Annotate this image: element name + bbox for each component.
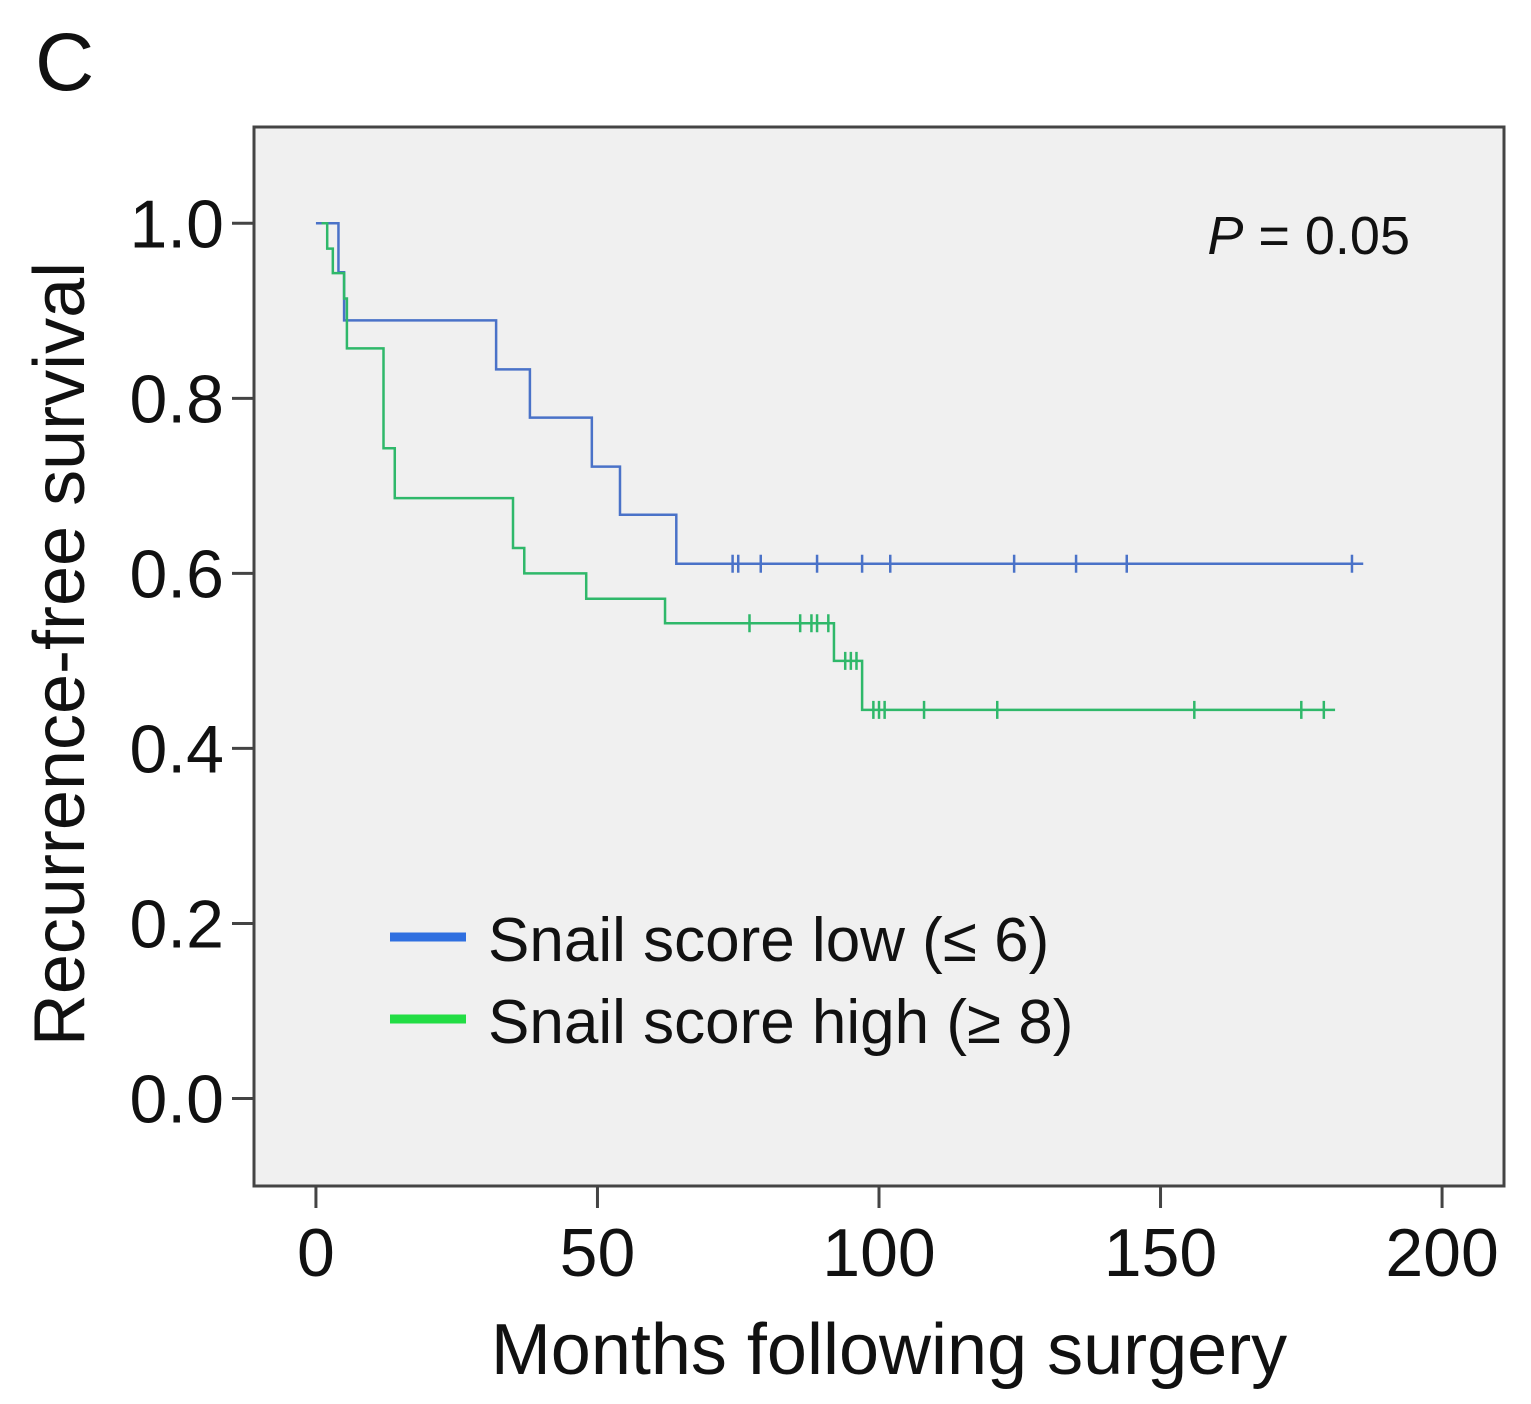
y-tick-label: 0.0 bbox=[129, 1061, 224, 1137]
x-tick-label: 50 bbox=[560, 1215, 636, 1291]
y-tick-label: 1.0 bbox=[129, 186, 224, 262]
series-layer bbox=[315, 222, 1364, 719]
legend-label: Snail score high (≥ 8) bbox=[488, 988, 1073, 1057]
y-tick-label: 0.2 bbox=[129, 886, 224, 962]
p-value-symbol: P bbox=[1207, 206, 1243, 266]
panel-label: C bbox=[35, 17, 94, 108]
x-axis: 0 50 100 150 200 bbox=[297, 1186, 1499, 1291]
y-axis-label: Recurrence-free survival bbox=[20, 262, 100, 1046]
y-tick-label: 0.6 bbox=[129, 536, 224, 612]
p-value-annotation: P = 0.05 bbox=[1207, 206, 1410, 266]
plot-background bbox=[252, 125, 1506, 1188]
survival-curve bbox=[321, 222, 1336, 712]
x-tick-label: 200 bbox=[1385, 1215, 1498, 1291]
legend-label: Snail score low (≤ 6) bbox=[488, 906, 1049, 975]
x-tick-label: 100 bbox=[822, 1215, 935, 1291]
x-axis-label: Months following surgery bbox=[491, 1310, 1287, 1390]
x-tick-label: 0 bbox=[297, 1215, 335, 1291]
series-high bbox=[321, 222, 1336, 719]
x-tick-label: 150 bbox=[1104, 1215, 1217, 1291]
p-value-text: = 0.05 bbox=[1243, 206, 1410, 266]
y-tick-label: 0.8 bbox=[129, 361, 224, 437]
legend: Snail score low (≤ 6) Snail score high (≥… bbox=[390, 906, 1073, 1057]
y-tick-label: 0.4 bbox=[129, 711, 224, 787]
y-axis: 0.0 0.2 0.4 0.6 0.8 1.0 bbox=[129, 186, 254, 1137]
